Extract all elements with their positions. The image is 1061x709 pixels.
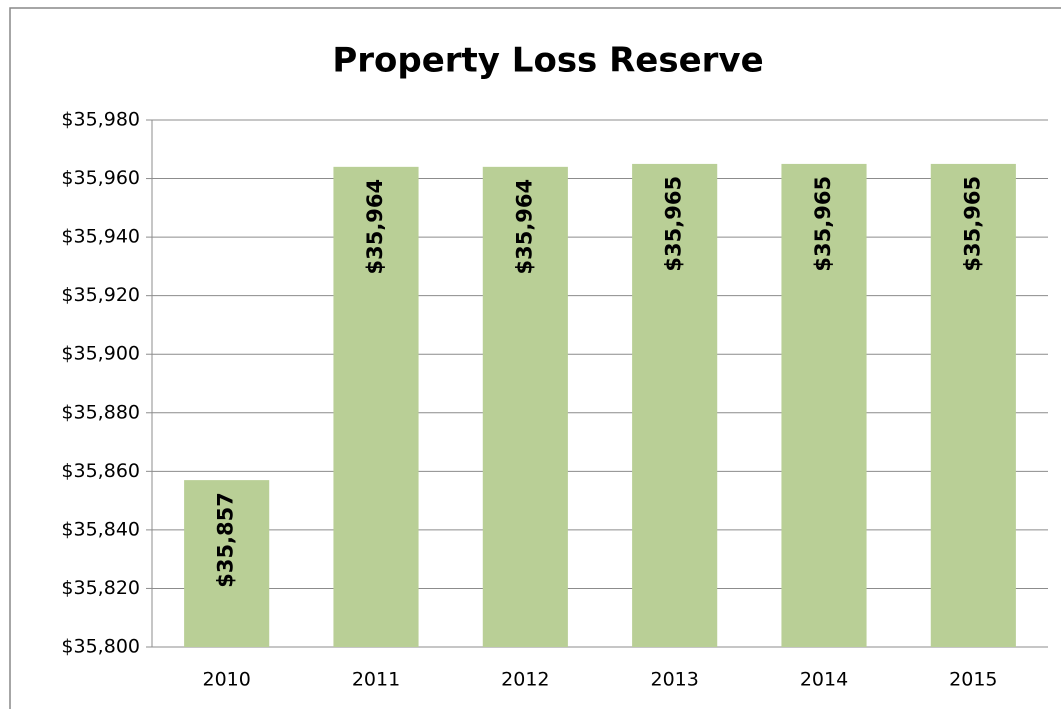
y-tick-label: $35,840 bbox=[61, 518, 140, 540]
value-label: $35,965 bbox=[811, 176, 835, 272]
y-tick-label: $35,980 bbox=[61, 109, 140, 131]
chart-title: Property Loss Reserve bbox=[332, 41, 763, 81]
value-label: $35,857 bbox=[214, 492, 238, 588]
y-tick-label: $35,820 bbox=[61, 577, 140, 599]
value-label: $35,964 bbox=[512, 179, 536, 275]
x-tick-label: 2011 bbox=[352, 669, 400, 691]
value-label: $35,965 bbox=[960, 176, 984, 272]
bar bbox=[184, 480, 270, 647]
y-tick-label: $35,900 bbox=[61, 343, 140, 365]
y-tick-label: $35,800 bbox=[61, 636, 140, 658]
bar bbox=[781, 163, 867, 647]
y-tick-label: $35,940 bbox=[61, 226, 140, 248]
y-tick-label: $35,860 bbox=[61, 460, 140, 482]
value-label: $35,964 bbox=[363, 179, 387, 275]
x-tick-label: 2012 bbox=[501, 669, 549, 691]
y-tick-label: $35,960 bbox=[61, 167, 140, 189]
bar bbox=[333, 166, 419, 647]
x-tick-label: 2014 bbox=[800, 669, 848, 691]
y-tick-label: $35,880 bbox=[61, 401, 140, 423]
x-tick-label: 2013 bbox=[650, 669, 698, 691]
y-tick-label: $35,920 bbox=[61, 284, 140, 306]
x-tick-label: 2010 bbox=[202, 669, 250, 691]
value-label: $35,965 bbox=[662, 176, 686, 272]
bar bbox=[632, 163, 718, 647]
x-tick-label: 2015 bbox=[949, 669, 997, 691]
bar bbox=[482, 166, 568, 647]
bar bbox=[930, 163, 1016, 647]
